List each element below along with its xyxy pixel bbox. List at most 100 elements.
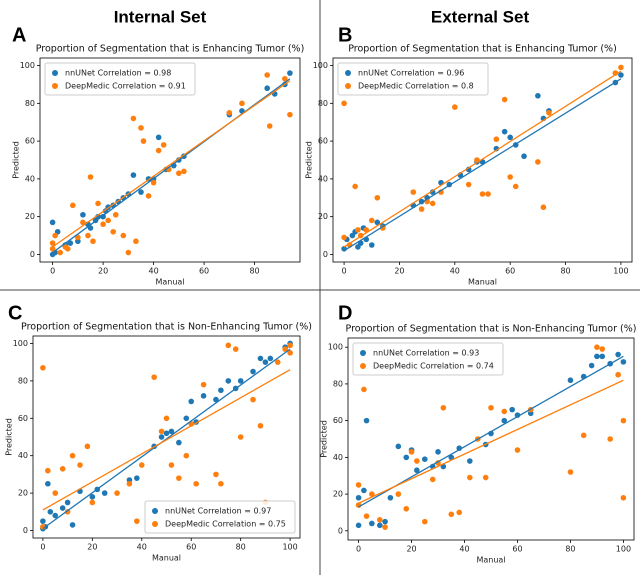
point: [176, 475, 182, 481]
y-tick-label: 100: [13, 339, 28, 348]
point: [287, 70, 293, 76]
point: [151, 374, 157, 380]
point: [594, 353, 600, 360]
y-tick-label: 0: [30, 250, 35, 259]
legend-marker: [52, 70, 58, 76]
point: [120, 232, 127, 239]
point: [448, 511, 455, 518]
point: [40, 518, 46, 524]
point: [482, 474, 489, 481]
point: [52, 232, 58, 239]
point: [232, 346, 239, 352]
point: [620, 494, 627, 501]
point: [77, 462, 83, 468]
x-tick-label: 60: [199, 267, 209, 276]
point: [387, 494, 394, 501]
y-tick-label: 40: [333, 453, 343, 462]
x-tick-label: 100: [613, 267, 628, 276]
point: [395, 491, 402, 497]
trend-line: [52, 80, 291, 248]
column-title: External Set: [431, 7, 530, 26]
point: [225, 378, 232, 384]
point: [262, 359, 269, 365]
x-tick-label: 100: [282, 543, 297, 552]
legend-label: DeepMedic Correlation = 0.91: [65, 82, 186, 91]
point: [456, 509, 463, 516]
y-tick-label: 40: [18, 451, 28, 460]
panel-label: A: [12, 24, 26, 46]
panel-label: B: [338, 24, 352, 46]
point: [507, 134, 513, 141]
legend-marker: [345, 83, 351, 89]
point: [45, 480, 51, 487]
point: [540, 204, 547, 211]
point: [155, 134, 162, 141]
point: [501, 408, 508, 415]
y-tick-label: 80: [18, 376, 28, 385]
point: [282, 346, 288, 352]
chart-title: Proportion of Segmentation that is Non-E…: [346, 324, 637, 335]
point: [501, 128, 508, 135]
point: [213, 471, 219, 478]
point: [355, 522, 362, 529]
legend-label: DeepMedic Correlation = 0.8: [358, 82, 474, 91]
point: [361, 386, 367, 393]
point: [382, 518, 388, 525]
y-tick-label: 20: [333, 490, 343, 499]
point: [501, 96, 508, 103]
point: [363, 513, 370, 519]
point: [134, 475, 140, 481]
y-tick-label: 20: [25, 212, 35, 221]
point: [239, 100, 245, 107]
y-axis-label: Predicted: [305, 141, 314, 179]
point: [361, 487, 367, 494]
y-axis-label: Predicted: [5, 418, 14, 456]
point: [567, 377, 574, 384]
point: [599, 353, 606, 360]
point: [138, 125, 144, 131]
point: [64, 245, 71, 252]
y-tick-label: 80: [318, 99, 328, 108]
x-tick-label: 40: [137, 543, 147, 552]
point: [59, 465, 66, 472]
y-axis-label: Predicted: [12, 141, 21, 179]
point: [126, 480, 133, 487]
point: [193, 480, 199, 487]
trend-line: [358, 355, 624, 508]
column-title: Internal Set: [114, 7, 207, 26]
point: [250, 368, 256, 375]
point: [507, 174, 513, 180]
point: [429, 189, 436, 195]
legend-box: [44, 62, 196, 96]
x-tick-label: 0: [50, 267, 55, 276]
point: [134, 518, 140, 524]
point: [264, 72, 270, 78]
plot-frame: [332, 57, 633, 263]
point: [75, 234, 81, 241]
point: [130, 115, 137, 122]
point: [479, 191, 486, 197]
point: [512, 183, 519, 190]
y-tick-label: 40: [318, 174, 328, 183]
point: [80, 211, 86, 218]
point: [341, 234, 347, 241]
point: [448, 454, 455, 461]
point: [493, 136, 500, 143]
legend-label: DeepMedic Correlation = 0.74: [373, 362, 494, 371]
point: [49, 245, 56, 252]
point: [521, 153, 527, 160]
point: [112, 211, 119, 218]
point: [160, 142, 167, 148]
point: [84, 443, 91, 450]
point: [176, 170, 182, 177]
point: [101, 490, 108, 496]
x-tick-label: 60: [186, 543, 196, 552]
point: [90, 238, 96, 245]
point: [467, 474, 473, 481]
point: [200, 393, 207, 399]
point: [514, 447, 521, 453]
x-tick-label: 60: [505, 267, 515, 276]
point: [45, 467, 51, 474]
x-tick-label: 60: [512, 545, 522, 554]
